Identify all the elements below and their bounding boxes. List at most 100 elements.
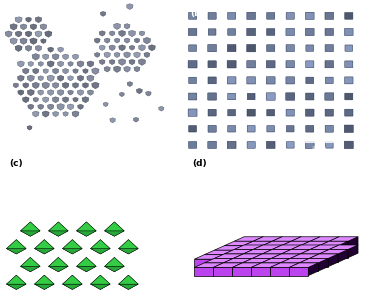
FancyBboxPatch shape — [325, 61, 333, 68]
FancyBboxPatch shape — [325, 45, 333, 52]
Polygon shape — [77, 75, 84, 81]
Polygon shape — [272, 245, 282, 258]
FancyBboxPatch shape — [325, 109, 333, 116]
Polygon shape — [290, 254, 300, 267]
Polygon shape — [289, 268, 308, 276]
FancyBboxPatch shape — [266, 77, 275, 84]
Polygon shape — [270, 263, 280, 276]
Polygon shape — [272, 237, 301, 241]
Polygon shape — [281, 254, 300, 262]
FancyBboxPatch shape — [305, 93, 314, 100]
Polygon shape — [53, 68, 59, 74]
Polygon shape — [114, 263, 124, 272]
Polygon shape — [30, 257, 40, 266]
Polygon shape — [309, 254, 319, 267]
Polygon shape — [33, 97, 38, 102]
Polygon shape — [119, 92, 124, 97]
Polygon shape — [16, 281, 26, 289]
Polygon shape — [10, 24, 17, 30]
Polygon shape — [21, 266, 40, 272]
Polygon shape — [16, 240, 26, 249]
Polygon shape — [5, 31, 12, 37]
Polygon shape — [63, 275, 82, 284]
Polygon shape — [63, 246, 72, 254]
Polygon shape — [109, 31, 115, 36]
Polygon shape — [243, 250, 272, 254]
Polygon shape — [224, 246, 243, 254]
Polygon shape — [77, 222, 86, 231]
FancyBboxPatch shape — [325, 93, 334, 100]
Polygon shape — [243, 254, 262, 262]
Polygon shape — [91, 284, 110, 289]
Polygon shape — [35, 281, 44, 289]
Polygon shape — [105, 222, 124, 231]
Polygon shape — [20, 24, 27, 30]
Polygon shape — [91, 275, 110, 284]
Polygon shape — [262, 250, 272, 262]
Polygon shape — [33, 68, 39, 74]
Polygon shape — [348, 237, 358, 250]
Polygon shape — [77, 228, 86, 236]
FancyBboxPatch shape — [188, 93, 197, 100]
FancyBboxPatch shape — [344, 125, 353, 133]
Polygon shape — [91, 281, 100, 289]
Polygon shape — [118, 249, 138, 254]
Polygon shape — [224, 254, 243, 262]
FancyBboxPatch shape — [286, 29, 294, 36]
Polygon shape — [299, 263, 318, 271]
Polygon shape — [272, 237, 282, 250]
Polygon shape — [78, 104, 84, 109]
Polygon shape — [242, 258, 252, 271]
Polygon shape — [110, 118, 116, 123]
Polygon shape — [49, 257, 59, 266]
Polygon shape — [28, 61, 33, 67]
Polygon shape — [7, 281, 16, 289]
Polygon shape — [243, 241, 253, 254]
Polygon shape — [99, 31, 105, 36]
Polygon shape — [53, 111, 59, 117]
Polygon shape — [281, 250, 310, 254]
Polygon shape — [48, 47, 53, 52]
Polygon shape — [214, 254, 243, 258]
Polygon shape — [15, 16, 22, 23]
Polygon shape — [280, 258, 290, 271]
Polygon shape — [35, 284, 54, 289]
Polygon shape — [77, 231, 96, 236]
Polygon shape — [77, 222, 96, 231]
Polygon shape — [272, 245, 301, 250]
Polygon shape — [146, 91, 151, 96]
Polygon shape — [105, 222, 114, 231]
FancyBboxPatch shape — [306, 126, 314, 132]
Polygon shape — [72, 275, 82, 284]
Polygon shape — [233, 254, 243, 267]
Polygon shape — [30, 228, 40, 236]
Polygon shape — [72, 54, 79, 60]
Polygon shape — [59, 263, 68, 272]
Polygon shape — [114, 228, 124, 236]
Polygon shape — [105, 263, 114, 272]
Polygon shape — [329, 241, 348, 250]
Polygon shape — [124, 38, 130, 43]
Polygon shape — [92, 82, 99, 89]
Polygon shape — [271, 254, 300, 258]
FancyBboxPatch shape — [208, 29, 216, 35]
Polygon shape — [291, 237, 301, 250]
Polygon shape — [281, 241, 291, 254]
Polygon shape — [291, 250, 310, 258]
FancyBboxPatch shape — [189, 77, 197, 84]
Polygon shape — [289, 255, 299, 268]
FancyBboxPatch shape — [305, 141, 314, 149]
Polygon shape — [242, 263, 261, 271]
Polygon shape — [49, 263, 59, 272]
FancyBboxPatch shape — [208, 93, 216, 100]
Polygon shape — [105, 257, 124, 266]
Text: 200nm: 200nm — [121, 146, 136, 150]
Polygon shape — [30, 263, 40, 272]
Polygon shape — [253, 245, 282, 250]
Polygon shape — [57, 61, 64, 67]
Polygon shape — [329, 250, 348, 258]
Polygon shape — [253, 250, 272, 258]
Polygon shape — [261, 250, 271, 263]
Polygon shape — [242, 250, 271, 255]
Polygon shape — [299, 250, 309, 263]
